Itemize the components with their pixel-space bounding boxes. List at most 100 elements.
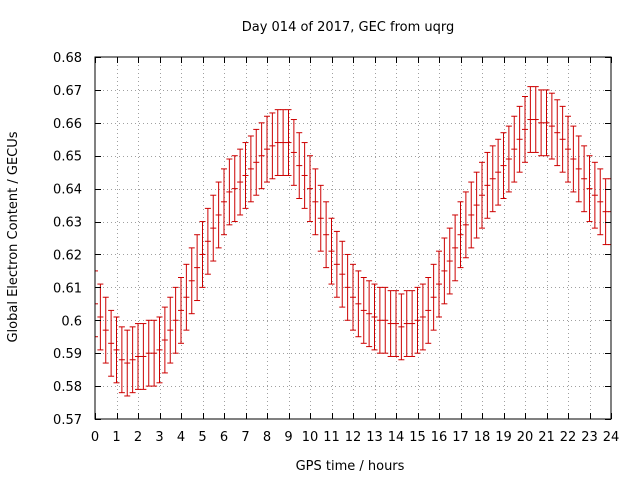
data-point	[565, 115, 571, 183]
data-point	[479, 161, 485, 229]
data-point	[355, 270, 362, 338]
y-tick-label: 0.68	[53, 51, 82, 66]
data-point	[339, 240, 346, 308]
data-point	[323, 201, 330, 269]
x-tick-label: 13	[366, 430, 383, 445]
data-point	[457, 201, 464, 269]
y-tick-label: 0.62	[53, 248, 82, 263]
data-point	[495, 138, 502, 206]
data-point	[183, 263, 190, 331]
data-point	[215, 181, 222, 249]
data-point	[194, 234, 201, 302]
y-axis-ticks: 0.57 0.58 0.59 0.6 0.61 0.62 0.63 0.64 0.65 0.66 0…	[53, 51, 611, 428]
x-tick-label: 14	[388, 430, 405, 445]
data-point	[581, 145, 588, 213]
data-point	[237, 148, 244, 216]
data-point	[156, 316, 163, 384]
data-point	[559, 105, 566, 173]
data-point	[414, 286, 421, 354]
data-point	[258, 122, 265, 190]
x-tick-label: 7	[241, 430, 249, 445]
data-point	[124, 329, 131, 397]
x-tick-label: 23	[581, 430, 598, 445]
x-tick-label: 0	[91, 430, 99, 445]
data-point	[398, 293, 405, 361]
x-tick-label: 1	[112, 430, 120, 445]
data-point	[441, 237, 448, 305]
x-tick-label: 15	[409, 430, 426, 445]
y-tick-label: 0.66	[53, 117, 82, 132]
data-point	[199, 221, 206, 288]
data-point	[554, 99, 561, 167]
x-tick-label: 10	[302, 430, 319, 445]
data-point	[360, 276, 367, 344]
data-point	[113, 316, 120, 384]
data-point	[425, 276, 432, 344]
data-point	[312, 168, 319, 236]
data-point	[452, 214, 459, 282]
x-tick-label: 22	[560, 430, 577, 445]
y-tick-label: 0.58	[53, 380, 82, 395]
data-point	[591, 161, 598, 229]
x-tick-label: 16	[431, 430, 448, 445]
data-point	[462, 191, 469, 259]
data-point	[140, 323, 147, 390]
y-tick-label: 0.6	[61, 314, 82, 329]
x-tick-label: 9	[284, 430, 292, 445]
data-point	[145, 319, 152, 387]
data-point	[350, 263, 356, 331]
data-point	[366, 280, 373, 348]
data-point	[484, 151, 491, 219]
y-tick-label: 0.64	[53, 183, 82, 198]
data-point	[129, 326, 136, 394]
data-point	[118, 326, 125, 394]
data-point	[468, 181, 475, 249]
data-point	[97, 283, 104, 351]
x-tick-label: 21	[538, 430, 555, 445]
data-point	[393, 290, 399, 357]
data-point	[371, 283, 378, 351]
data-point	[210, 194, 217, 262]
data-point	[247, 135, 254, 203]
data-point	[511, 115, 518, 183]
data-point	[135, 323, 141, 390]
data-point	[317, 184, 324, 252]
data-point	[430, 263, 437, 331]
data-point	[548, 92, 555, 160]
data-point	[446, 227, 453, 295]
data-point	[285, 109, 292, 176]
data-point	[532, 86, 539, 153]
data-point	[328, 217, 335, 285]
x-axis-label: GPS time / hours	[296, 459, 405, 474]
x-tick-label: 24	[603, 430, 620, 445]
data-point	[307, 155, 313, 223]
data-point	[178, 276, 184, 344]
x-tick-label: 3	[155, 430, 163, 445]
grid	[95, 57, 611, 419]
x-tick-label: 11	[323, 430, 340, 445]
y-axis-label: Global Electron Content / GECUs	[6, 131, 21, 342]
data-point	[188, 247, 195, 315]
data-point	[290, 119, 297, 186]
data-point	[436, 250, 442, 318]
data-point	[333, 230, 340, 298]
x-tick-label: 18	[474, 430, 491, 445]
data-point	[409, 290, 416, 357]
data-point	[505, 125, 512, 193]
data-point	[575, 135, 582, 203]
data-point	[376, 286, 383, 354]
data-point	[167, 296, 174, 364]
data-point	[500, 132, 507, 200]
data-series	[94, 86, 612, 397]
x-tick-label: 12	[345, 430, 362, 445]
data-point	[242, 142, 249, 209]
data-point	[274, 109, 281, 176]
data-point	[231, 155, 238, 223]
data-point	[522, 95, 528, 163]
data-point	[264, 115, 270, 183]
y-tick-label: 0.61	[53, 281, 82, 296]
x-tick-label: 20	[517, 430, 534, 445]
data-point	[473, 171, 480, 239]
x-tick-label: 5	[198, 430, 206, 445]
